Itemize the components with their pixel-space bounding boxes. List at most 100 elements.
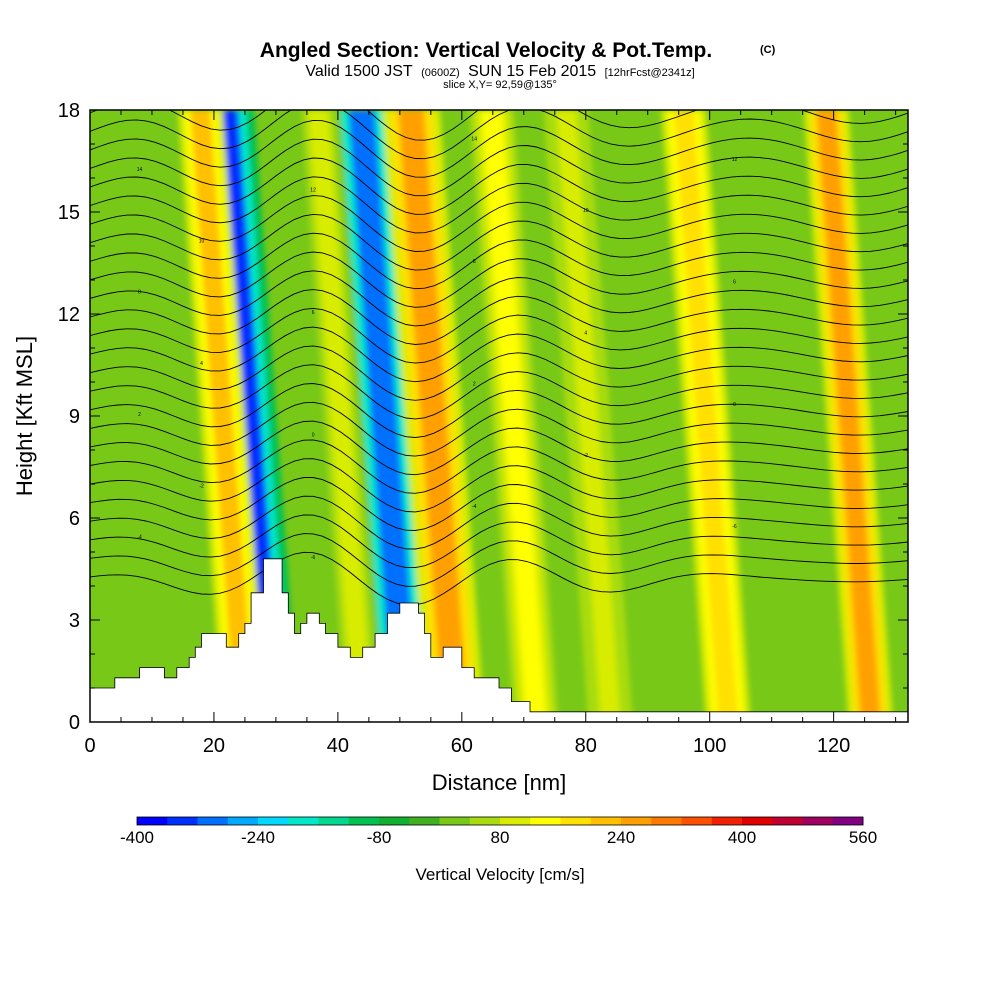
isentrope-line xyxy=(90,477,908,531)
subtitle-valid: Valid 1500 JST xyxy=(305,63,413,80)
isentrope-line xyxy=(90,364,908,420)
y-tick-label: 6 xyxy=(69,508,80,530)
colorbar-swatch xyxy=(318,817,350,825)
velocity-band xyxy=(481,110,547,722)
isentrope-label: 0 xyxy=(733,402,736,408)
isentrope-line xyxy=(90,458,908,513)
slice-text: slice X,Y= 92,59@135° xyxy=(443,79,557,91)
isentrope-line xyxy=(90,551,908,606)
colorbar-swatch xyxy=(711,817,743,825)
isentrope-label: 12 xyxy=(310,188,316,194)
velocity-band xyxy=(348,110,419,722)
colorbar-tick-label: -400 xyxy=(120,828,154,847)
colorbar-tick-label: -80 xyxy=(367,828,392,847)
x-tick-label: 100 xyxy=(693,735,726,757)
colorbar-tick-label: -240 xyxy=(241,828,275,847)
colorbar-swatch xyxy=(288,817,319,825)
colorbar: -400 -240 -80 80 240 400 560 xyxy=(120,816,877,847)
plot-area: 14 14 12 12 10 10 8 8 6 6 4 4 2 2 0 0 -2 -2 -4 -4 -6 -6 xyxy=(90,110,908,722)
isentrope-line xyxy=(90,232,908,290)
colorbar-frame xyxy=(136,816,864,826)
velocity-band xyxy=(816,110,881,722)
isentrope-line xyxy=(90,495,908,550)
colorbar-swatch xyxy=(560,817,592,825)
colorbar-tick-label: 240 xyxy=(607,828,635,847)
isentrope-label: 8 xyxy=(473,259,476,265)
y-tick-label: 15 xyxy=(58,202,80,224)
isentrope-line xyxy=(90,514,908,569)
isentrope-line xyxy=(90,345,908,401)
isentrope-line xyxy=(90,213,908,271)
colorbar-tick-label: 400 xyxy=(728,828,756,847)
chart-title: Angled Section: Vertical Velocity & Pot.… xyxy=(260,39,712,62)
isentrope-line xyxy=(90,138,908,197)
x-tick-label: 0 xyxy=(84,735,95,757)
y-axis: 0 3 6 9 12 15 18 xyxy=(58,100,908,734)
isentrope-label: 14 xyxy=(471,137,477,143)
chart-subtitle: Valid 1500 JST (0600Z) SUN 15 Feb 2015 [… xyxy=(305,63,694,80)
velocity-band xyxy=(556,110,621,722)
x-tick-label: 40 xyxy=(327,735,349,757)
velocity-band xyxy=(673,110,739,722)
colorbar-swatch xyxy=(227,817,259,825)
isentrope-line xyxy=(90,176,908,234)
chart-title-units: (C) xyxy=(760,44,776,56)
isentrope-label: -2 xyxy=(584,453,589,459)
isentrope-label: 0 xyxy=(312,432,315,438)
colorbar-swatch xyxy=(651,817,682,825)
isentrope-line xyxy=(90,289,908,345)
isentrope-contours: 14 14 12 12 10 10 8 8 6 6 4 4 2 2 0 0 -2 -2 -4 -4 -6 -6 xyxy=(90,110,908,606)
colorbar-swatch xyxy=(439,817,471,825)
y-tick-label: 12 xyxy=(58,304,80,326)
isentrope-label: -6 xyxy=(732,524,737,530)
colorbar-swatch xyxy=(167,817,198,825)
colorbar-swatch xyxy=(681,817,713,825)
colorbar-swatch xyxy=(469,817,501,825)
colorbar-swatch xyxy=(258,817,289,825)
colorbar-title: Vertical Velocity [cm/s] xyxy=(415,865,584,884)
velocity-band xyxy=(308,110,373,722)
isentrope-line xyxy=(90,110,908,160)
colorbar-swatch xyxy=(832,817,864,825)
x-axis-label: Distance [nm] xyxy=(432,770,567,795)
isentrope-label: 2 xyxy=(473,381,476,387)
y-tick-label: 18 xyxy=(58,100,80,122)
y-tick-label: 0 xyxy=(69,712,80,734)
isentrope-label: 6 xyxy=(733,279,736,285)
colorbar-swatch xyxy=(590,817,622,825)
colorbar-swatch xyxy=(379,817,410,825)
isentrope-line xyxy=(90,251,908,308)
isentrope-label: 12 xyxy=(732,157,738,163)
subtitle-forecast: [12hrFcst@2341z] xyxy=(605,67,695,79)
x-tick-label: 80 xyxy=(575,735,597,757)
isentrope-label: -4 xyxy=(137,534,142,540)
isentrope-line xyxy=(90,533,908,587)
colorbar-swatch xyxy=(500,817,531,825)
x-tick-label: 60 xyxy=(451,735,473,757)
isentrope-line xyxy=(90,326,908,383)
colorbar-swatch xyxy=(621,817,652,825)
colorbar-swatch xyxy=(530,817,561,825)
y-tick-label: 3 xyxy=(69,610,80,632)
terrain-mask xyxy=(90,558,908,722)
subtitle-utc: (0600Z) xyxy=(421,67,460,79)
velocity-band xyxy=(190,110,255,722)
colorbar-swatch xyxy=(137,817,168,825)
colorbar-swatch xyxy=(197,817,229,825)
isentrope-line xyxy=(90,420,908,476)
colorbar-swatch xyxy=(348,817,380,825)
isentrope-line xyxy=(90,439,908,494)
isentrope-label: 10 xyxy=(583,208,589,214)
colorbar-swatch xyxy=(409,817,440,825)
colorbar-tick-label: 80 xyxy=(491,828,510,847)
subtitle-date: SUN 15 Feb 2015 xyxy=(468,63,596,80)
isentrope-label: 8 xyxy=(138,290,141,296)
x-axis: 0 20 40 60 80 100 120 xyxy=(84,110,897,757)
velocity-band xyxy=(398,110,469,722)
isentrope-label: 10 xyxy=(199,239,205,245)
isentrope-line xyxy=(90,401,908,457)
x-tick-label: 120 xyxy=(817,735,850,757)
isentrope-label: -2 xyxy=(199,483,204,489)
isentrope-line xyxy=(90,157,908,215)
